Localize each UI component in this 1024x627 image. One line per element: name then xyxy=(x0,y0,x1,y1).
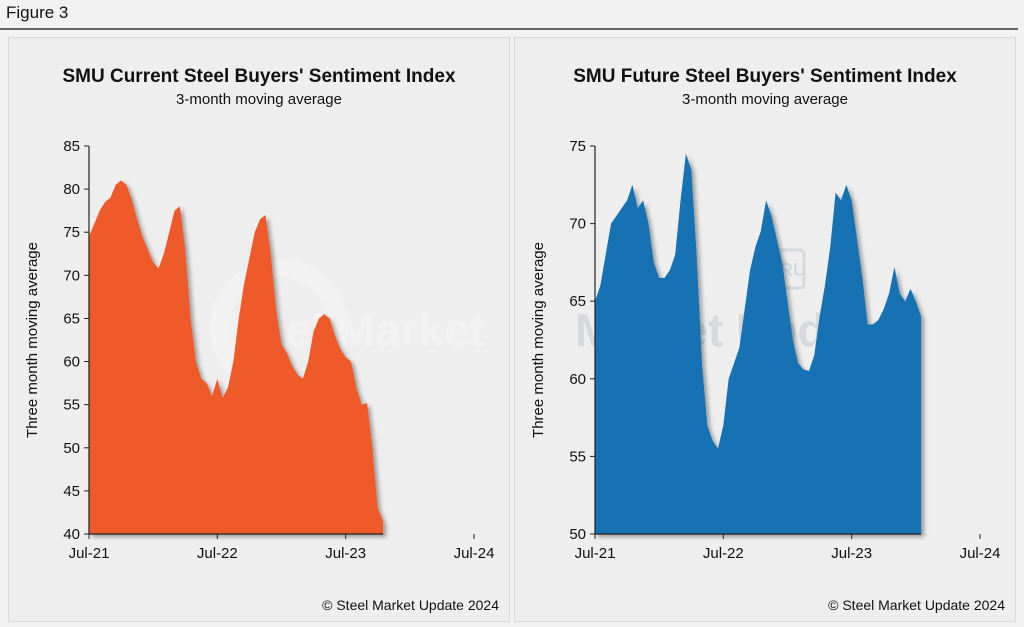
x-tick-label: Jul-24 xyxy=(454,545,495,562)
x-tick-label: Jul-21 xyxy=(69,545,110,562)
y-axis-title: Three month moving average xyxy=(24,242,41,438)
y-tick-label: 55 xyxy=(569,448,586,465)
x-tick-label: Jul-22 xyxy=(197,545,238,562)
chart-title: SMU Future Steel Buyers' Sentiment Index xyxy=(573,66,957,87)
future-sentiment-panel: Market Update CRU 50 55 60 65 70 75 Jul-21 Jul-22… xyxy=(514,37,1016,622)
y-tick-label: 40 xyxy=(63,526,80,543)
top-divider xyxy=(0,28,1018,30)
y-tick-label: 70 xyxy=(569,216,586,233)
y-tick-label: 50 xyxy=(63,440,80,457)
y-tick-label: 55 xyxy=(63,397,80,414)
y-tick-label: 50 xyxy=(569,526,586,543)
y-tick-label: 75 xyxy=(569,138,586,155)
x-tick-label: Jul-24 xyxy=(960,545,1001,562)
chart-copyright: © Steel Market Update 2024 xyxy=(828,597,1005,613)
x-tick-label: Jul-21 xyxy=(575,545,616,562)
x-tick-label: Jul-23 xyxy=(325,545,366,562)
current-sentiment-panel: Steel Market 40 45 50 55 60 65 70 75 80 85 Jul-21 Ju… xyxy=(8,37,510,622)
series-area xyxy=(595,153,922,534)
y-axis-title: Three month moving average xyxy=(530,242,547,438)
chart-copyright: © Steel Market Update 2024 xyxy=(322,597,499,613)
chart-subtitle: 3-month moving average xyxy=(176,91,342,108)
y-tick-label: 65 xyxy=(569,293,586,310)
x-tick-label: Jul-22 xyxy=(703,545,744,562)
chart-title: SMU Current Steel Buyers' Sentiment Inde… xyxy=(62,66,456,87)
figure-label: Figure 3 xyxy=(6,3,69,22)
series-area xyxy=(89,180,384,535)
y-tick-label: 85 xyxy=(63,138,80,155)
y-tick-label: 45 xyxy=(63,483,80,500)
y-tick-label: 60 xyxy=(63,354,80,371)
x-tick-label: Jul-23 xyxy=(831,545,872,562)
y-tick-label: 60 xyxy=(569,371,586,388)
y-tick-label: 65 xyxy=(63,310,80,327)
y-tick-label: 70 xyxy=(63,267,80,284)
y-tick-label: 75 xyxy=(63,224,80,241)
chart-subtitle: 3-month moving average xyxy=(682,91,848,108)
y-tick-label: 80 xyxy=(63,181,80,198)
